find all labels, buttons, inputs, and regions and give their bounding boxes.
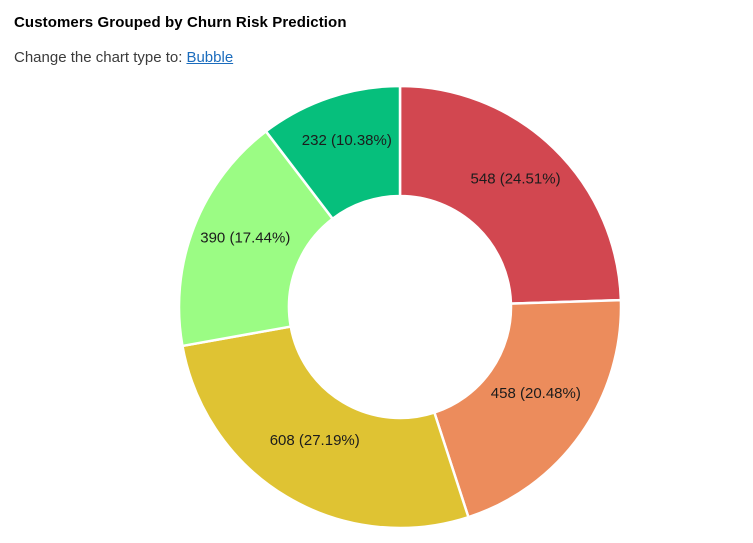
donut-segment-2[interactable] — [433, 298, 623, 519]
donut-segment-5[interactable] — [264, 84, 402, 221]
segment-label: 390 (17.44%) — [200, 229, 290, 246]
donut-segment-4[interactable] — [177, 130, 334, 348]
segment-label: 232 (10.38%) — [302, 132, 392, 149]
segment-label: 608 (27.19%) — [270, 432, 360, 449]
segment-label: 548 (24.51%) — [471, 170, 561, 187]
chart-type-prompt: Change the chart type to: — [14, 49, 183, 66]
chart-type-link-bubble[interactable]: Bubble — [186, 49, 234, 66]
donut-segment-3[interactable] — [181, 325, 470, 530]
page-title: Customers Grouped by Churn Risk Predicti… — [14, 14, 347, 31]
segment-label: 458 (20.48%) — [491, 385, 581, 402]
donut-segment-1[interactable] — [398, 84, 623, 305]
chart-type-switcher: Change the chart type to: Bubble — [14, 49, 233, 66]
